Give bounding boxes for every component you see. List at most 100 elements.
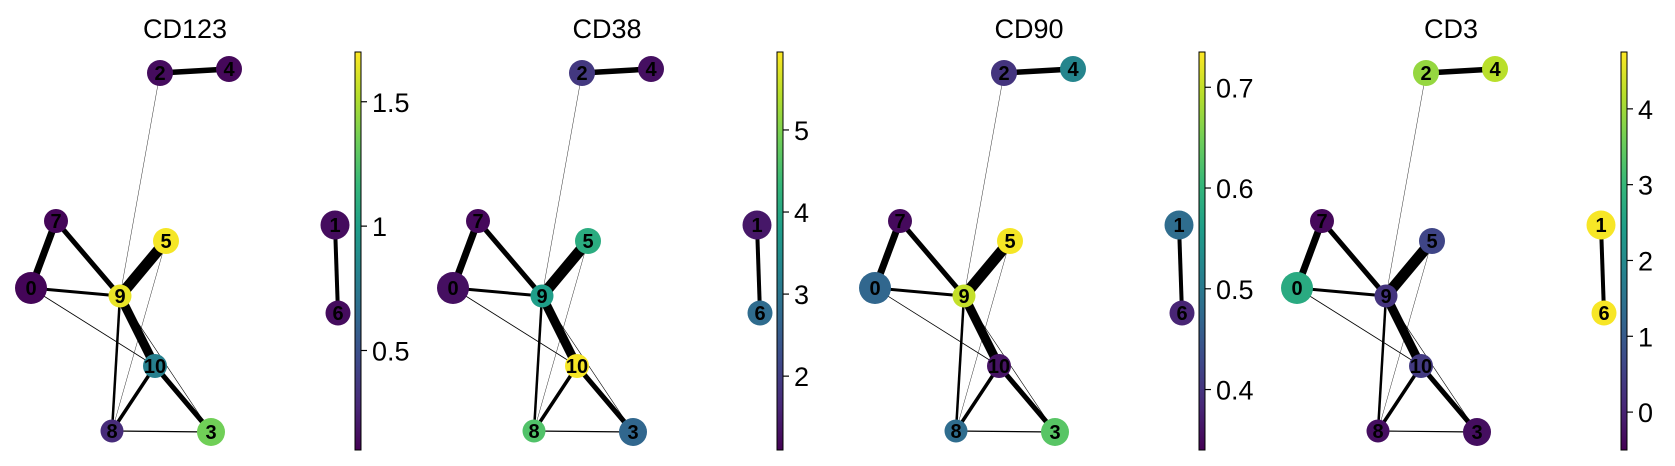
node-label-9: 9 <box>536 286 547 308</box>
edge-10-8 <box>532 365 579 432</box>
node-label-1: 1 <box>1595 215 1606 237</box>
colorbar-tick-label: 0.6 <box>1216 174 1254 204</box>
node-label-0: 0 <box>869 278 880 300</box>
edge-9-8 <box>1376 295 1388 432</box>
node-label-0: 0 <box>447 278 458 300</box>
node-10 <box>987 354 1011 378</box>
edge-1-6 <box>755 224 762 314</box>
edge-10-3 <box>1419 364 1479 434</box>
node-label-8: 8 <box>1372 421 1383 443</box>
edge-9-8 <box>954 295 966 432</box>
node-5 <box>153 228 179 254</box>
edge-10-3 <box>997 364 1057 434</box>
node-label-9: 9 <box>114 286 125 308</box>
colorbar: 2 3 4 5 <box>776 51 809 451</box>
node-label-4: 4 <box>645 59 657 81</box>
node-label-2: 2 <box>154 63 165 85</box>
node-1 <box>1586 210 1616 240</box>
node-3 <box>197 418 225 446</box>
colorbar-tick-label: 1.5 <box>372 88 410 118</box>
edge-9-10 <box>115 293 160 369</box>
node-label-3: 3 <box>1049 422 1060 444</box>
node-label-5: 5 <box>160 231 171 253</box>
colorbar: 0.4 0.5 0.6 0.7 <box>1198 51 1254 451</box>
edge-2-9 <box>963 72 1005 297</box>
node-label-7: 7 <box>472 211 483 233</box>
node-label-0: 0 <box>25 278 36 300</box>
node-label-8: 8 <box>528 421 539 443</box>
node-8 <box>522 419 546 443</box>
node-label-2: 2 <box>1420 63 1431 85</box>
edge-5-8 <box>955 240 1011 432</box>
colorbar-gradient <box>1198 51 1206 451</box>
edge-1-6 <box>1599 224 1606 314</box>
node-label-8: 8 <box>950 421 961 443</box>
edge-10-8 <box>110 365 157 432</box>
panel-title: CD90 <box>994 14 1063 44</box>
node-8 <box>100 419 124 443</box>
node-6 <box>1169 300 1195 326</box>
node-label-8: 8 <box>106 421 117 443</box>
panel-cd123: CD123 0 1 2 3 4 5 6 7 8 9 10 0.5 1 1.5 <box>15 14 410 451</box>
node-8 <box>1366 419 1390 443</box>
colorbar-tick-label: 2 <box>794 362 809 392</box>
node-4 <box>1482 56 1508 82</box>
colorbar-tick-label: 4 <box>794 198 809 228</box>
graph-nodes: 0 1 2 3 4 5 6 7 8 9 10 <box>859 56 1195 446</box>
colorbar-tick-label: 5 <box>794 116 809 146</box>
node-label-6: 6 <box>1598 303 1609 325</box>
node-4 <box>216 56 242 82</box>
edge-7-9 <box>898 219 966 298</box>
panel-cd90: CD90 0 1 2 3 4 5 6 7 8 9 10 0.4 0.5 0.6 0.7 <box>859 14 1254 451</box>
node-10 <box>1409 354 1433 378</box>
node-5 <box>997 228 1023 254</box>
edge-9-10 <box>1381 293 1426 369</box>
colorbar-gradient <box>1620 51 1628 451</box>
panel-cd3: CD3 0 1 2 3 4 5 6 7 8 9 10 0 1 2 3 4 <box>1281 14 1653 451</box>
graph-nodes: 0 1 2 3 4 5 6 7 8 9 10 <box>1281 56 1617 446</box>
node-label-7: 7 <box>50 211 61 233</box>
node-9 <box>108 284 132 308</box>
panel-title: CD123 <box>143 14 227 44</box>
node-label-4: 4 <box>223 59 235 81</box>
node-2 <box>147 60 173 86</box>
colorbar-tick-label: 3 <box>1638 171 1653 201</box>
node-label-10: 10 <box>566 356 588 378</box>
graph-nodes: 0 1 2 3 4 5 6 7 8 9 10 <box>15 56 351 446</box>
node-3 <box>619 418 647 446</box>
node-label-7: 7 <box>894 211 905 233</box>
node-1 <box>1164 210 1194 240</box>
colorbar-tick-label: 4 <box>1638 95 1653 125</box>
colorbar-tick-label: 0.5 <box>372 337 410 367</box>
node-1 <box>742 210 772 240</box>
node-10 <box>565 354 589 378</box>
node-1 <box>320 210 350 240</box>
node-0 <box>859 272 891 304</box>
node-7 <box>466 209 490 233</box>
node-label-3: 3 <box>1471 422 1482 444</box>
edge-7-9 <box>1320 219 1388 298</box>
node-label-10: 10 <box>144 356 166 378</box>
node-label-5: 5 <box>1426 231 1437 253</box>
node-label-3: 3 <box>205 422 216 444</box>
node-label-6: 6 <box>754 303 765 325</box>
node-label-4: 4 <box>1489 59 1501 81</box>
edge-9-8 <box>110 295 122 432</box>
node-label-6: 6 <box>1176 303 1187 325</box>
node-label-10: 10 <box>988 356 1010 378</box>
edge-8-3 <box>1377 430 1478 433</box>
graph-edges <box>871 66 1184 434</box>
node-5 <box>575 228 601 254</box>
graph-nodes: 0 1 2 3 4 5 6 7 8 9 10 <box>437 56 773 446</box>
node-8 <box>944 419 968 443</box>
panel-title: CD38 <box>572 14 641 44</box>
edge-8-3 <box>955 430 1056 433</box>
edge-5-8 <box>533 240 589 432</box>
colorbar-tick-label: 0.4 <box>1216 376 1254 406</box>
colorbar-tick-label: 0 <box>1638 398 1653 428</box>
node-6 <box>325 300 351 326</box>
graph-edges <box>449 66 762 434</box>
node-7 <box>44 209 68 233</box>
edge-10-8 <box>1376 365 1423 432</box>
